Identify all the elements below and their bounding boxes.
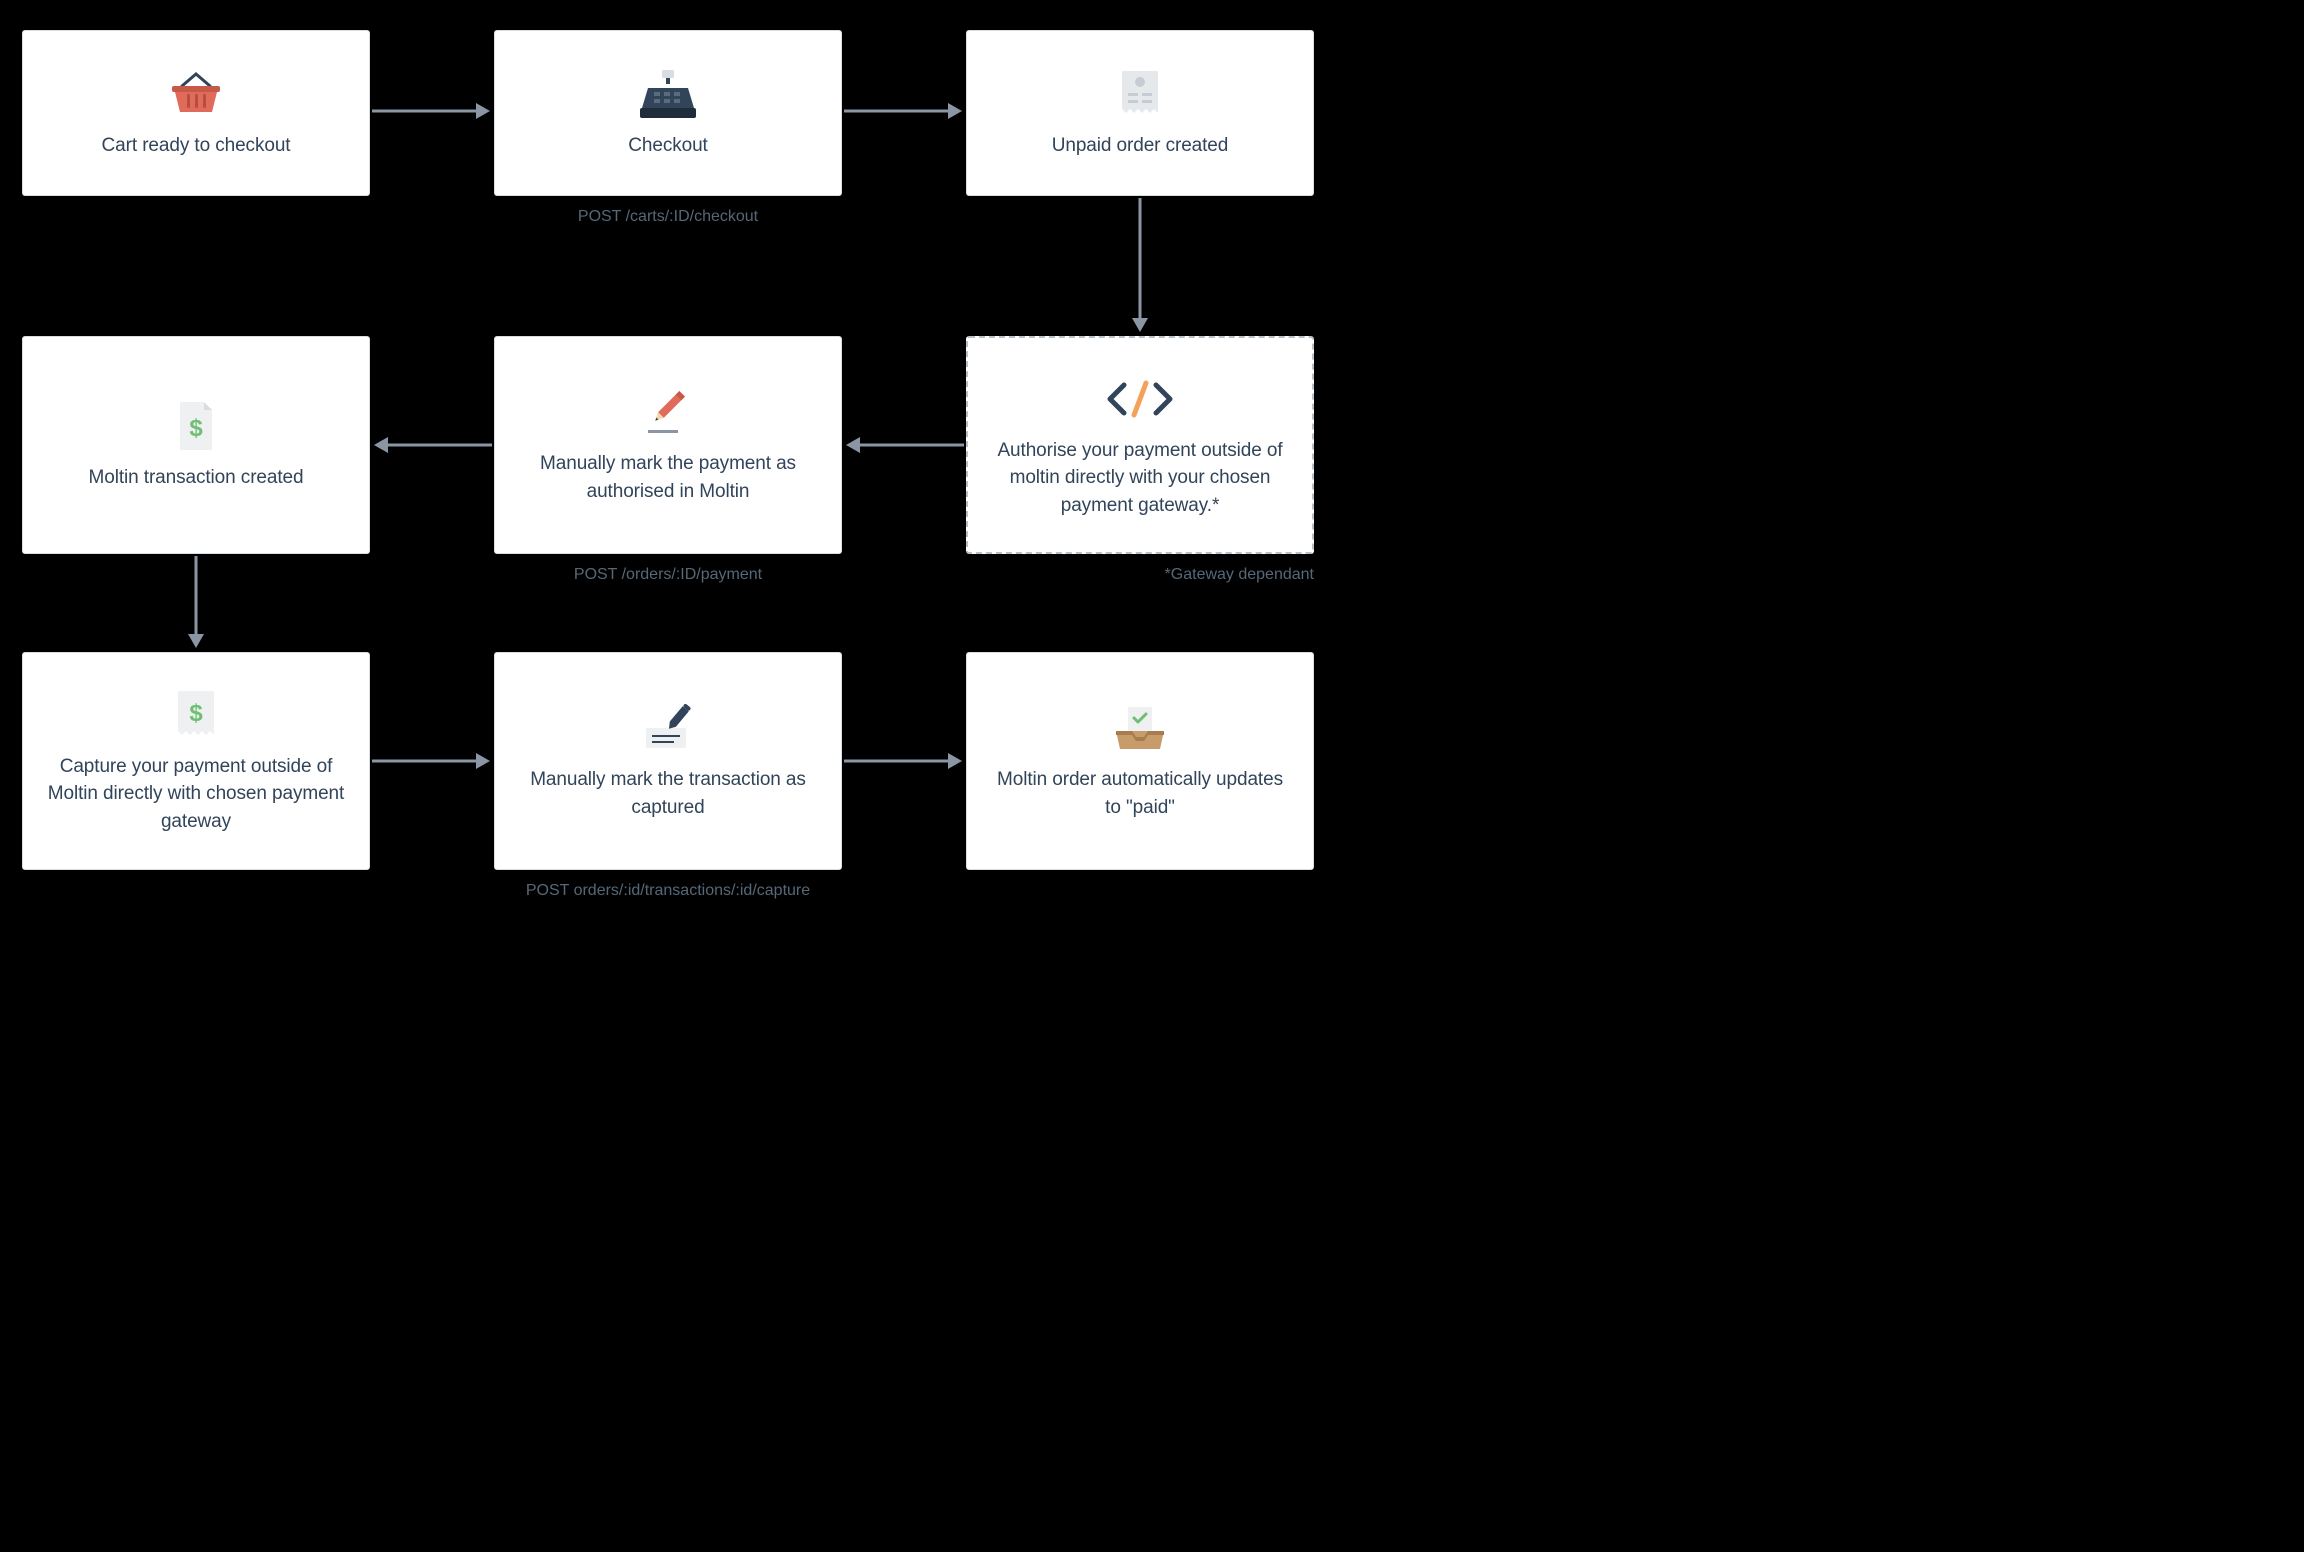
arrow-authorise-markauth [842, 434, 966, 456]
svg-text:$: $ [189, 415, 203, 442]
sign-icon [640, 700, 696, 756]
arrow-checkout-unpaid [842, 100, 966, 122]
receipt-dollar-icon: $ [176, 687, 216, 743]
box-authorise: Authorise your payment outside of moltin… [966, 336, 1314, 554]
pencil-icon [642, 384, 694, 440]
box-unpaid: Unpaid order created [966, 30, 1314, 196]
arrow-txn-capture [185, 554, 207, 652]
label-unpaid: Unpaid order created [1052, 132, 1229, 160]
dollar-doc-icon: $ [176, 398, 216, 454]
label-capture: Capture your payment outside of Moltin d… [43, 753, 349, 836]
label-markauth: Manually mark the payment as authorised … [515, 450, 821, 505]
box-txn: $ Moltin transaction created [22, 336, 370, 554]
arrow-unpaid-authorise [1129, 196, 1151, 336]
cash-register-icon [636, 66, 700, 122]
arrow-cart-checkout [370, 100, 494, 122]
box-capture: $ Capture your payment outside of Moltin… [22, 652, 370, 870]
caption-authorise: *Gateway dependant [966, 566, 1314, 584]
box-markauth: Manually mark the payment as authorised … [494, 336, 842, 554]
receipt-icon [1120, 66, 1160, 122]
code-icon [1106, 371, 1174, 427]
label-markcap: Manually mark the transaction as capture… [515, 766, 821, 821]
caption-markauth: POST /orders/:ID/payment [494, 566, 842, 584]
box-cart: Cart ready to checkout [22, 30, 370, 196]
svg-text:$: $ [189, 700, 203, 727]
label-cart: Cart ready to checkout [102, 132, 291, 160]
basket-icon [168, 66, 224, 122]
label-txn: Moltin transaction created [89, 464, 304, 492]
inbox-check-icon [1112, 700, 1168, 756]
caption-markcap: POST orders/:id/transactions/:id/capture [494, 882, 842, 900]
label-paid: Moltin order automatically updates to "p… [987, 766, 1293, 821]
arrow-markcap-paid [842, 750, 966, 772]
arrow-markauth-txn [370, 434, 494, 456]
box-checkout: Checkout [494, 30, 842, 196]
box-markcap: Manually mark the transaction as capture… [494, 652, 842, 870]
label-checkout: Checkout [628, 132, 707, 160]
arrow-capture-markcap [370, 750, 494, 772]
box-paid: Moltin order automatically updates to "p… [966, 652, 1314, 870]
caption-checkout: POST /carts/:ID/checkout [494, 208, 842, 226]
label-authorise: Authorise your payment outside of moltin… [988, 437, 1292, 520]
